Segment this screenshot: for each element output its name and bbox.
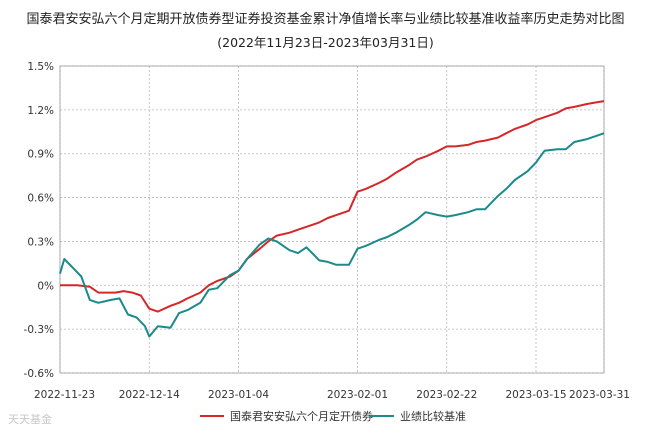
- legend-label-2: 业绩比较基准: [400, 409, 466, 423]
- x-tick-label: 2023-01-04: [208, 389, 269, 401]
- legend-label-1: 国泰君安安弘六个月定开债券: [230, 409, 373, 423]
- y-tick-label: 0.6%: [27, 193, 54, 205]
- y-tick-label: 1.5%: [27, 61, 54, 73]
- series-line-1: [60, 100, 605, 313]
- plot-frame: [59, 65, 605, 374]
- chart-subtitle: (2022年11月23日-2023年03月31日): [217, 35, 434, 50]
- x-tick-label: 2023-02-01: [327, 389, 388, 401]
- y-tick-label: -0.6%: [24, 368, 54, 380]
- chart-title: 国泰君安安弘六个月定期开放债券型证券投资基金累计净值增长率与业绩比较基准收益率历…: [26, 12, 625, 27]
- axes: -0.6% -0.3% 0% 0.3% 0.6% 0.9% 1.2% 1.5% 2022-11-…: [24, 61, 630, 401]
- x-tick-label: 2022-12-14: [119, 389, 180, 401]
- x-tick-label: 2023-03-15: [505, 389, 566, 401]
- series-line-2: [59, 132, 605, 338]
- y-tick-label: -0.3%: [24, 324, 54, 336]
- legend: 国泰君安安弘六个月定开债券 业绩比较基准: [200, 409, 466, 423]
- grid: [59, 65, 605, 374]
- y-tick-label: 0.9%: [27, 149, 54, 161]
- watermark: 天天基金: [8, 413, 52, 426]
- x-tick-label: 2023-02-22: [416, 389, 477, 401]
- y-tick-label: 1.2%: [27, 105, 54, 117]
- x-tick-label: 2023-03-31: [569, 389, 630, 401]
- y-tick-label: 0%: [37, 280, 54, 292]
- x-tick-label: 2022-11-23: [34, 389, 95, 401]
- y-tick-label: 0.3%: [27, 236, 54, 248]
- series-lines: [59, 100, 605, 338]
